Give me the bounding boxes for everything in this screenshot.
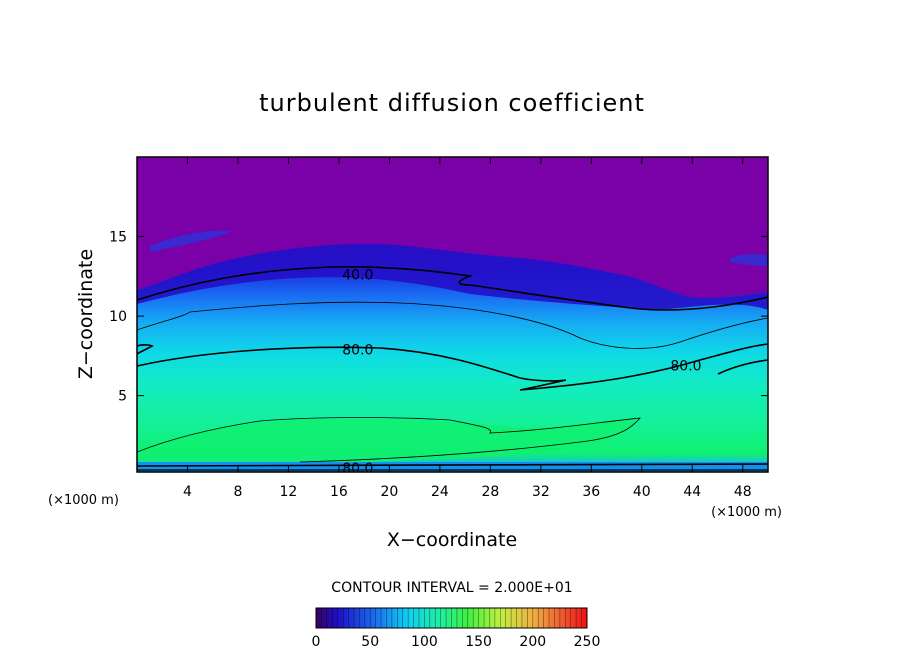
x-tick-label: 4	[183, 484, 192, 500]
field-dark-blue	[137, 243, 768, 310]
y-axis: 5 10 15	[109, 230, 768, 405]
x-axis-unit: (×1000 m)	[711, 505, 782, 520]
x-tick-label: 28	[481, 484, 499, 500]
contour-lines	[137, 266, 768, 471]
x-axis-title: X−coordinate	[387, 529, 517, 551]
y-tick-label: 10	[109, 309, 127, 325]
x-tick-label: 44	[683, 484, 701, 500]
contour-label: 80.0	[670, 358, 701, 374]
colorbar-tick-label: 150	[465, 634, 492, 650]
field-bright-green	[137, 418, 640, 465]
colorbar-tick-label: 200	[519, 634, 546, 650]
x-tick-label: 36	[582, 484, 600, 500]
colorbar-tick-label: 50	[361, 634, 379, 650]
contour-80-upper	[137, 343, 768, 391]
field-upper-purple	[137, 157, 768, 299]
contour-label: 80.0	[342, 461, 373, 477]
contour-80-right	[717, 359, 768, 375]
y-axis-title: Z−coordinate	[75, 249, 97, 379]
y-tick-label: 15	[109, 230, 127, 246]
colorbar: 0 50 100 150 200 250	[312, 607, 601, 650]
x-tick-label: 40	[633, 484, 651, 500]
x-tick-label: 20	[380, 484, 398, 500]
plot-frame	[136, 156, 769, 473]
contour-interval: CONTOUR INTERVAL = 2.000E+01	[331, 580, 572, 596]
field-bottom-band	[137, 462, 768, 472]
contour-label: 40.0	[342, 268, 373, 284]
contour-label: 80.0	[342, 343, 373, 359]
colorbar-tick-label: 250	[574, 634, 601, 650]
x-tick-label: 48	[734, 484, 752, 500]
x-tick-label: 8	[233, 484, 242, 500]
contour-80-bottom	[137, 463, 768, 467]
x-axis: 4 8 12 16 20 24 28 32 36 40 44 48	[183, 157, 752, 500]
contour-40	[137, 266, 768, 311]
x-tick-label: 16	[330, 484, 348, 500]
field-patch-right	[730, 253, 768, 266]
colorbar-ticks: 0 50 100 150 200 250	[312, 634, 601, 650]
colorbar-tick-label: 100	[411, 634, 438, 650]
y-axis-unit: (×1000 m)	[48, 493, 119, 508]
contour-100	[137, 417, 641, 463]
y-tick-label: 5	[118, 389, 127, 405]
field-patch-left	[150, 230, 232, 252]
colorbar-frame	[315, 607, 588, 629]
x-tick-label: 12	[280, 484, 298, 500]
plot-area: 40.0 80.0 80.0 80.0	[137, 157, 768, 477]
chart-title: turbulent diffusion coefficient	[259, 89, 645, 117]
x-tick-label: 32	[532, 484, 550, 500]
colorbar-stripes	[321, 608, 582, 628]
contour-60	[137, 301, 768, 349]
x-tick-label: 24	[431, 484, 449, 500]
contour-80-left	[137, 344, 154, 355]
colorbar-tick-label: 0	[312, 634, 321, 650]
contour-label-group: 40.0 80.0 80.0 80.0	[342, 268, 701, 477]
